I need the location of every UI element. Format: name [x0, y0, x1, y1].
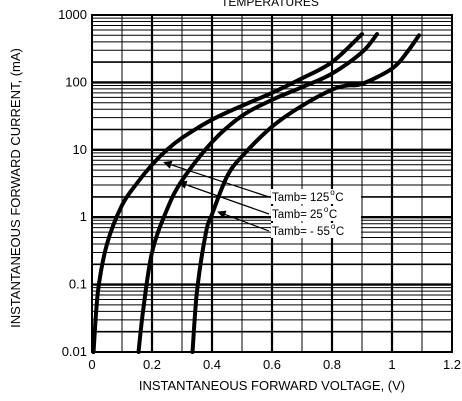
annotation-arrow — [217, 210, 270, 232]
x-tick-label: 0 — [88, 357, 95, 372]
x-tick-label: 0.2 — [143, 357, 161, 372]
annotation-label: Tamb= - 55 — [272, 226, 330, 238]
annotation-unit: C — [329, 209, 337, 221]
y-axis-title: INSTANTANEOUS FORWARD CURRENT, (mA) — [8, 48, 23, 328]
x-tick-label: 1 — [388, 357, 395, 372]
y-tick-label: 0.1 — [69, 277, 87, 292]
annotation-label: Tamb= 125 — [272, 192, 329, 204]
x-axis-title: INSTANTANEOUS FORWARD VOLTAGE, (V) — [139, 378, 405, 393]
series-line-1 — [91, 32, 364, 354]
annotation-background — [271, 223, 361, 238]
annotation-background — [271, 189, 361, 204]
plot-frame — [91, 14, 453, 353]
annotation-degree: o — [330, 188, 335, 197]
y-tick-label: 1000 — [58, 7, 87, 22]
series-line-2 — [136, 32, 379, 354]
y-tick-label: 10 — [73, 142, 87, 157]
series-line-3 — [190, 33, 421, 354]
x-tick-label: 0.8 — [323, 357, 341, 372]
x-tick-label: 0.4 — [203, 357, 221, 372]
annotation-degree: o — [324, 205, 329, 214]
x-tick-label: 1.2 — [443, 357, 461, 372]
x-tick-label: 0.6 — [263, 357, 281, 372]
annotation-arrow — [178, 180, 270, 215]
y-tick-label: 0.01 — [62, 344, 87, 359]
y-tick-label: 1 — [80, 209, 87, 224]
series-lines — [91, 32, 421, 354]
annotation-unit: C — [335, 192, 343, 204]
x-tick-labels: 0 0.2 0.4 0.6 0.8 1 1.2 — [88, 357, 461, 372]
annotation-unit: C — [336, 226, 344, 238]
annotation-label: Tamb= 25 — [272, 209, 323, 221]
annotation-degree: o — [331, 222, 336, 231]
grid — [92, 15, 452, 352]
y-tick-labels: 0.01 0.1 1 10 100 1000 — [58, 7, 87, 359]
annotation-background — [271, 206, 361, 221]
y-tick-label: 100 — [65, 74, 87, 89]
annotation-arrow — [163, 160, 270, 198]
chart-title: TEMPERATURES — [221, 0, 319, 9]
